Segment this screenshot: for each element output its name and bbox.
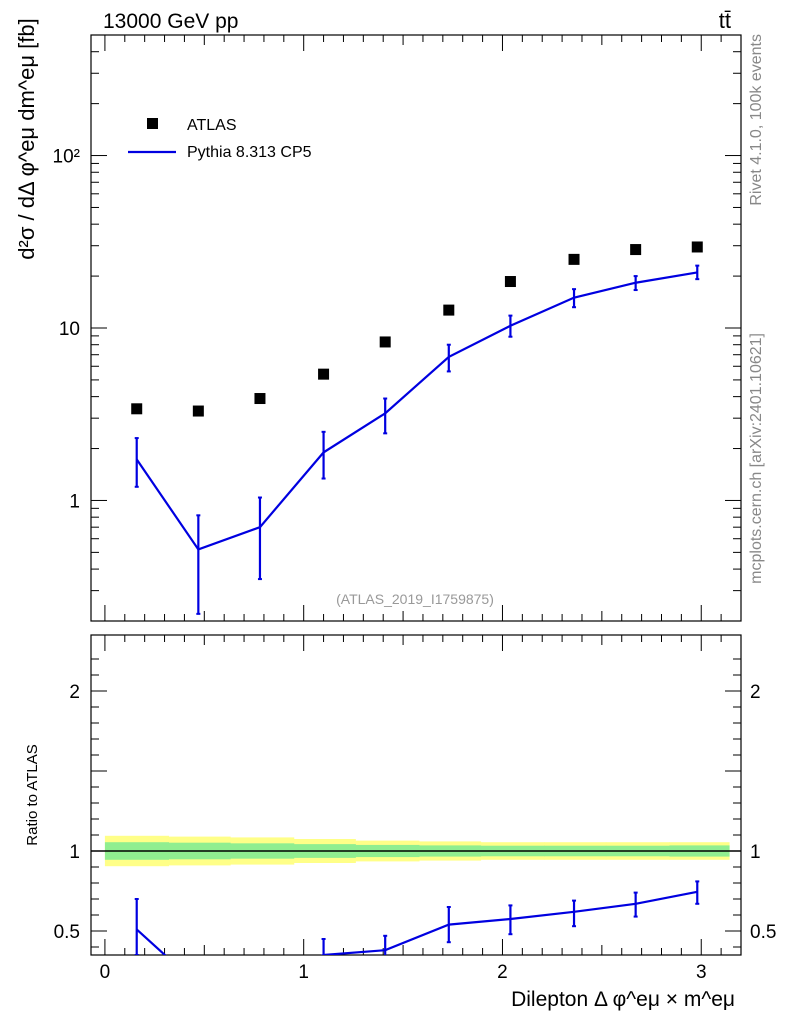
x-tick-label-0: 0 bbox=[100, 962, 111, 983]
main-mc-group bbox=[134, 264, 700, 615]
header-process-label: tt̄ bbox=[719, 8, 731, 33]
ratio-y-tick-label-left-2: 2 bbox=[69, 682, 80, 703]
legend-atlas-marker bbox=[147, 118, 158, 129]
data-layer bbox=[131, 241, 703, 955]
x-tick-label-1: 1 bbox=[298, 962, 309, 983]
legend-atlas-label: ATLAS bbox=[187, 117, 237, 134]
header-beam-label: 13000 GeV pp bbox=[103, 10, 238, 33]
ratio-frame bbox=[90, 634, 742, 956]
ratio-y-tick-label-right-1: 1 bbox=[750, 842, 761, 863]
ratio-mc-group bbox=[134, 880, 700, 955]
main-y-tick-label-100: 10² bbox=[53, 147, 80, 168]
main-ylabel-text: d²σ / dΔ φ^eμ dm^eμ [fb] bbox=[14, 18, 39, 259]
analysis-id-label: (ATLAS_2019_I1759875) bbox=[336, 591, 494, 607]
atlas-point-9 bbox=[691, 241, 703, 253]
x-tick-label-3: 3 bbox=[696, 962, 707, 983]
ratio-y-tick-label-left-1: 1 bbox=[69, 842, 80, 863]
legend-pythia-label: Pythia 8.313 CP5 bbox=[187, 144, 312, 161]
ratio-y-tick-label-left-0.5: 0.5 bbox=[54, 922, 80, 943]
atlas-point-1 bbox=[192, 405, 204, 417]
mcplots-source-label: mcplots.cern.ch [arXiv:2401.10621] bbox=[748, 333, 765, 584]
ratio-bands-layer bbox=[91, 835, 741, 867]
x-tick-label-2: 2 bbox=[497, 962, 508, 983]
atlas-point-2 bbox=[254, 393, 266, 405]
ratio-ylabel: Ratio to ATLAS bbox=[24, 744, 41, 845]
ratio-y-tick-label-right-2: 2 bbox=[750, 682, 761, 703]
rivet-version-label: Rivet 4.1.0, 100k events bbox=[748, 34, 765, 206]
main-y-tick-label-10: 10 bbox=[59, 319, 80, 340]
atlas-point-4 bbox=[379, 336, 391, 348]
pythia-line-ratio bbox=[135, 890, 698, 955]
atlas-point-6 bbox=[504, 276, 516, 288]
atlas-point-7 bbox=[568, 253, 580, 265]
atlas-point-3 bbox=[318, 368, 330, 380]
atlas-point-5 bbox=[443, 304, 455, 316]
main-y-tick-label-1: 1 bbox=[69, 491, 80, 512]
ratio-y-tick-label-right-0.5: 0.5 bbox=[750, 922, 776, 943]
axes-layer: 0 1 2 3 1 10 10² 0.5 0.5 1 1 2 2 bbox=[53, 34, 776, 983]
main-ylabel: d²σ / dΔ φ^eμ dm^eμ [fb] bbox=[14, 18, 39, 259]
atlas-point-0 bbox=[131, 403, 143, 415]
pythia-line-main bbox=[135, 271, 698, 551]
atlas-point-8 bbox=[630, 244, 642, 256]
xlabel: Dilepton Δ φ^eμ × m^eμ bbox=[511, 988, 735, 1011]
